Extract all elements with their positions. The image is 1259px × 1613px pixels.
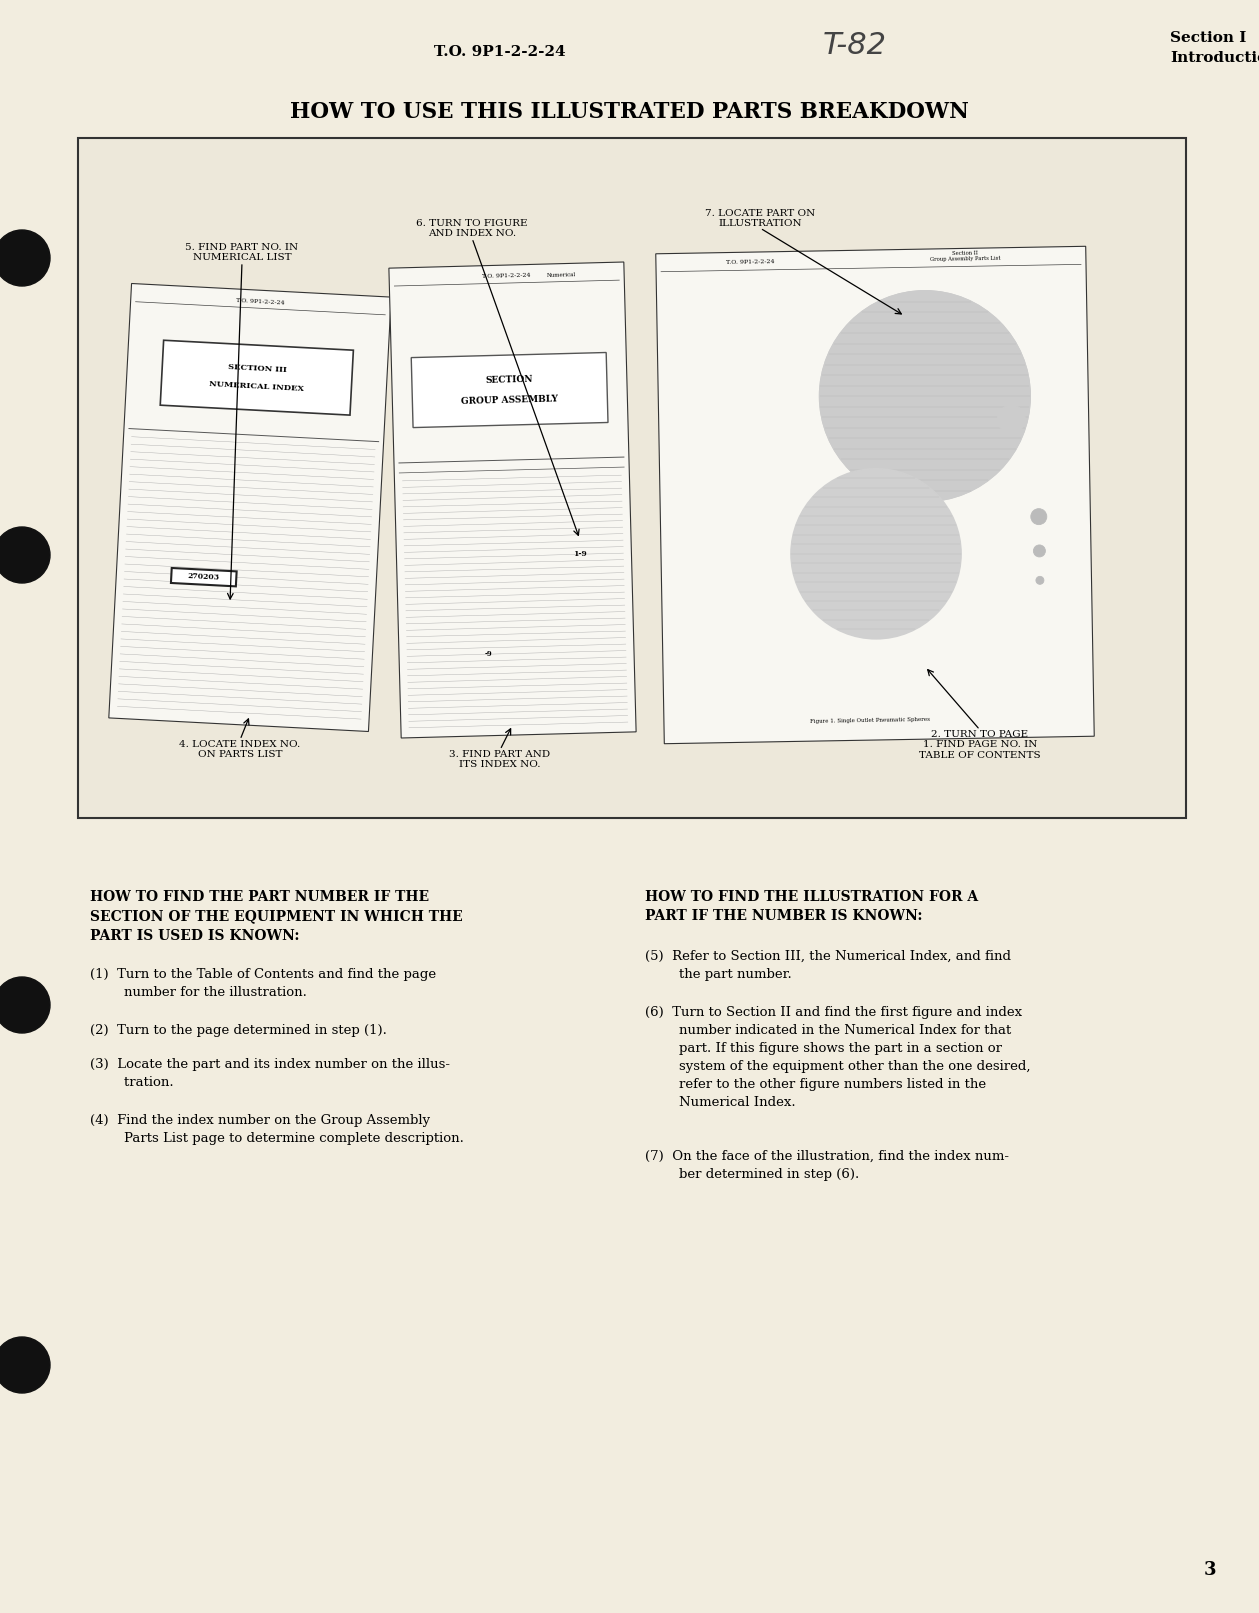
Text: 2. TURN TO PAGE
1. FIND PAGE NO. IN
TABLE OF CONTENTS: 2. TURN TO PAGE 1. FIND PAGE NO. IN TABL… <box>919 731 1041 760</box>
Text: 270203: 270203 <box>188 573 220 582</box>
Text: HOW TO FIND THE PART NUMBER IF THE
SECTION OF THE EQUIPMENT IN WHICH THE
PART IS: HOW TO FIND THE PART NUMBER IF THE SECTI… <box>89 890 463 944</box>
Bar <box>656 247 1094 744</box>
Text: Figure 1. Single Outlet Pneumatic Spheres: Figure 1. Single Outlet Pneumatic Sphere… <box>811 716 930 724</box>
Text: 4. LOCATE INDEX NO.
ON PARTS LIST: 4. LOCATE INDEX NO. ON PARTS LIST <box>179 740 301 760</box>
Text: SECTION III

NUMERICAL INDEX: SECTION III NUMERICAL INDEX <box>209 361 305 394</box>
Bar <box>108 284 392 732</box>
Text: HOW TO FIND THE ILLUSTRATION FOR A
PART IF THE NUMBER IS KNOWN:: HOW TO FIND THE ILLUSTRATION FOR A PART … <box>645 890 978 924</box>
Circle shape <box>1005 413 1017 426</box>
Circle shape <box>0 977 50 1032</box>
Text: Introduction: Introduction <box>1170 52 1259 65</box>
Circle shape <box>1036 576 1044 584</box>
Bar <box>160 340 354 415</box>
Text: 3: 3 <box>1204 1561 1216 1579</box>
Text: 1-9: 1-9 <box>573 550 587 558</box>
Circle shape <box>997 405 1025 434</box>
Text: (1)  Turn to the Table of Contents and find the page
        number for the illu: (1) Turn to the Table of Contents and fi… <box>89 968 436 998</box>
Text: T.O. 9P1-2-2-24: T.O. 9P1-2-2-24 <box>482 273 531 279</box>
Circle shape <box>0 1337 50 1394</box>
Text: (5)  Refer to Section III, the Numerical Index, and find
        the part number: (5) Refer to Section III, the Numerical … <box>645 950 1011 981</box>
Bar <box>412 353 608 427</box>
Circle shape <box>1001 410 1021 429</box>
Text: T.O. 9P1-2-2-24: T.O. 9P1-2-2-24 <box>726 260 774 265</box>
Text: -9: -9 <box>485 650 492 658</box>
Text: (3)  Locate the part and its index number on the illus-
        tration.: (3) Locate the part and its index number… <box>89 1058 449 1089</box>
Text: (6)  Turn to Section II and find the first figure and index
        number indic: (6) Turn to Section II and find the firs… <box>645 1007 1031 1110</box>
Circle shape <box>1034 545 1045 556</box>
Text: 5. FIND PART NO. IN
NUMERICAL LIST: 5. FIND PART NO. IN NUMERICAL LIST <box>185 242 298 261</box>
Text: T.O. 9P1-2-2-24: T.O. 9P1-2-2-24 <box>237 297 286 305</box>
Circle shape <box>0 231 50 286</box>
Bar <box>389 261 636 739</box>
Bar <box>78 139 1186 818</box>
Bar <box>171 568 237 587</box>
Text: 3. FIND PART AND
ITS INDEX NO.: 3. FIND PART AND ITS INDEX NO. <box>449 750 550 769</box>
Text: T-82: T-82 <box>823 31 888 60</box>
Text: Numerical: Numerical <box>546 271 577 277</box>
Circle shape <box>791 469 961 639</box>
Text: HOW TO USE THIS ILLUSTRATED PARTS BREAKDOWN: HOW TO USE THIS ILLUSTRATED PARTS BREAKD… <box>290 102 968 123</box>
Circle shape <box>0 527 50 582</box>
Text: SECTION

GROUP ASSEMBLY: SECTION GROUP ASSEMBLY <box>461 374 559 406</box>
Circle shape <box>1031 508 1046 524</box>
Text: 7. LOCATE PART ON
ILLUSTRATION: 7. LOCATE PART ON ILLUSTRATION <box>705 208 815 227</box>
Text: (2)  Turn to the page determined in step (1).: (2) Turn to the page determined in step … <box>89 1024 387 1037</box>
Text: Section II
Group Assembly Parts List: Section II Group Assembly Parts List <box>930 250 1001 263</box>
Circle shape <box>1008 416 1015 423</box>
Circle shape <box>820 290 1030 502</box>
Text: (7)  On the face of the illustration, find the index num-
        ber determined: (7) On the face of the illustration, fin… <box>645 1150 1008 1181</box>
Text: 6. TURN TO FIGURE
AND INDEX NO.: 6. TURN TO FIGURE AND INDEX NO. <box>417 219 528 239</box>
Text: T.O. 9P1-2-2-24: T.O. 9P1-2-2-24 <box>434 45 565 60</box>
Circle shape <box>820 290 1030 502</box>
Text: Section I: Section I <box>1170 31 1246 45</box>
Text: (4)  Find the index number on the Group Assembly
        Parts List page to dete: (4) Find the index number on the Group A… <box>89 1115 463 1145</box>
